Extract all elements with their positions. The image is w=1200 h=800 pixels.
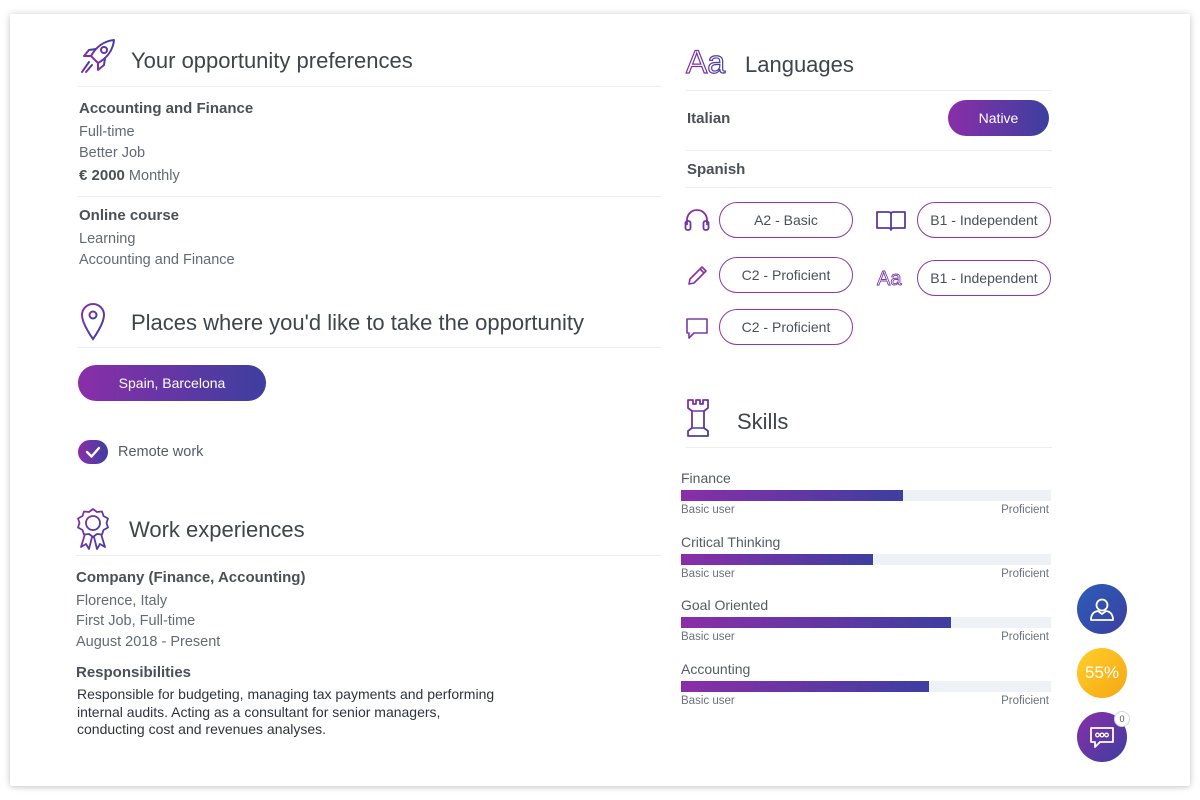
profile-fab[interactable] <box>1077 584 1127 634</box>
resp-line: internal audits. Acting as a consultant … <box>77 703 441 720</box>
places-title: Places where you'd like to take the oppo… <box>131 310 585 335</box>
grammar-level: B1 - Independent <box>917 260 1051 296</box>
remote-work-checkbox[interactable] <box>78 440 108 464</box>
skill-bar-track <box>681 681 1051 692</box>
skill-name: Critical Thinking <box>681 534 781 550</box>
skill-bar-fill <box>681 490 903 501</box>
language-name: Italian <box>687 110 731 127</box>
skill-min-label: Basic user <box>681 504 735 516</box>
languages-icon-text: Aa <box>686 44 725 78</box>
skills-title: Skills <box>737 409 789 434</box>
skill-max-label: Proficient <box>1001 568 1049 580</box>
location-pin-icon <box>80 303 106 341</box>
grammar-icon-text: Aa <box>877 268 902 288</box>
divider <box>686 90 1052 91</box>
native-level-badge: Native <box>948 100 1049 136</box>
divider <box>686 447 1052 448</box>
skill-name: Finance <box>681 470 731 486</box>
pencil-icon <box>688 266 707 285</box>
location-chip[interactable]: Spain, Barcelona <box>78 365 266 401</box>
divider <box>78 347 662 348</box>
divider <box>78 196 662 197</box>
divider <box>78 86 662 87</box>
skill-max-label: Proficient <box>1001 504 1049 516</box>
chess-rook-icon <box>687 399 709 437</box>
speech-bubble-icon <box>686 318 708 339</box>
language-name: Spanish <box>687 161 746 178</box>
chat-bubble-icon <box>1090 727 1114 748</box>
skill-bar-fill <box>681 681 929 692</box>
responsibilities-heading: Responsibilities <box>76 664 192 681</box>
writing-level: C2 - Proficient <box>719 257 853 293</box>
work-title: Work experiences <box>129 517 305 542</box>
languages-title: Languages <box>745 52 854 77</box>
resp-line: Responsible for budgeting, managing tax … <box>77 686 495 702</box>
work-job-type: First Job, Full-time <box>76 613 196 629</box>
listening-level: A2 - Basic <box>719 202 853 238</box>
pref-goal: Better Job <box>79 145 146 161</box>
skill-bar-track <box>681 490 1051 501</box>
salary-period: Monthly <box>128 168 180 184</box>
work-company: Company (Finance, Accounting) <box>76 569 306 586</box>
pref2-field: Accounting and Finance <box>79 252 235 268</box>
pref-type: Full-time <box>79 124 135 140</box>
divider <box>686 150 1052 151</box>
divider <box>76 555 662 556</box>
remote-work-label: Remote work <box>118 444 204 460</box>
user-profile-icon <box>1090 598 1114 621</box>
skill-max-label: Proficient <box>1001 695 1049 707</box>
preferences-title: Your opportunity preferences <box>131 48 413 73</box>
skill-name: Goal Oriented <box>681 597 769 613</box>
skill-min-label: Basic user <box>681 695 735 707</box>
skill-max-label: Proficient <box>1001 631 1049 643</box>
work-period: August 2018 - Present <box>76 634 221 650</box>
pref2-heading: Online course <box>79 207 180 224</box>
rocket-icon <box>81 39 115 73</box>
speaking-level: C2 - Proficient <box>719 309 853 345</box>
headphones-icon <box>684 209 710 231</box>
skill-bar-track <box>681 554 1051 565</box>
work-location: Florence, Italy <box>76 593 168 609</box>
reading-level: B1 - Independent <box>917 202 1051 238</box>
responsibilities-text: Responsible for budgeting, managing tax … <box>77 686 494 739</box>
resp-line: conducting cost and revenues analyses. <box>77 721 327 737</box>
divider <box>686 187 1052 188</box>
grammar-icon: Aa <box>877 268 903 288</box>
award-ribbon-icon <box>77 508 109 550</box>
profile-card: Your opportunity preferences Accounting … <box>10 14 1190 786</box>
completion-badge[interactable]: 55% <box>1077 648 1127 698</box>
salary-amount: € 2000 <box>79 167 125 184</box>
pref2-type: Learning <box>79 231 136 247</box>
skill-name: Accounting <box>681 661 751 677</box>
skill-bar-fill <box>681 617 951 628</box>
book-icon <box>876 211 906 231</box>
skill-min-label: Basic user <box>681 631 735 643</box>
pref-salary: € 2000 Monthly <box>79 167 180 184</box>
pref-heading: Accounting and Finance <box>79 100 254 117</box>
chat-count-badge: 0 <box>1114 711 1130 727</box>
skill-min-label: Basic user <box>681 568 735 580</box>
checkmark-icon <box>85 446 101 458</box>
skill-bar-track <box>681 617 1051 628</box>
skill-bar-fill <box>681 554 873 565</box>
languages-icon: Aa <box>685 44 726 78</box>
